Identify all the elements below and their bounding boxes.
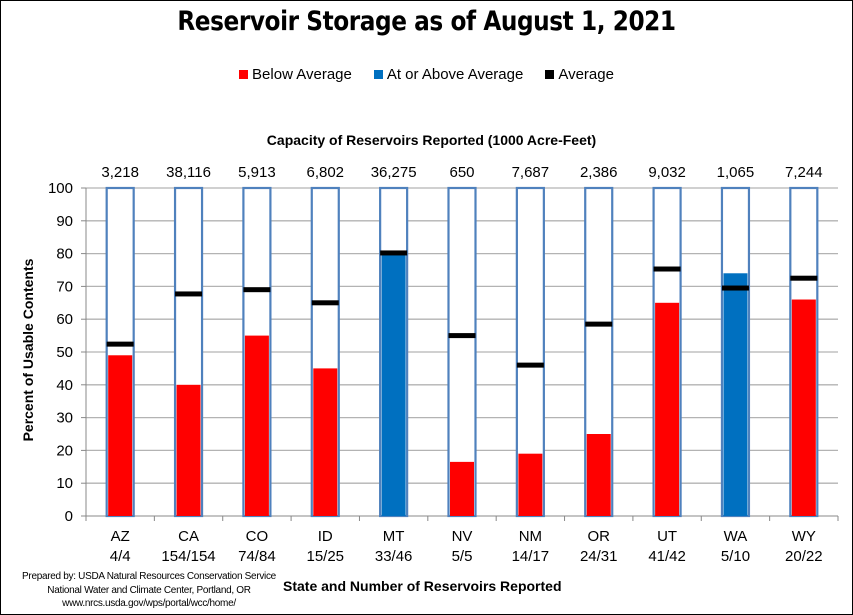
y-tick-label: 70 bbox=[56, 278, 73, 295]
storage-bar-id bbox=[313, 368, 338, 516]
storage-bar-wy bbox=[791, 299, 816, 516]
capacity-label: 7,244 bbox=[785, 164, 823, 181]
legend-label-above: At or Above Average bbox=[386, 66, 524, 83]
legend-item-above: At or Above Average bbox=[373, 66, 524, 83]
y-tick-label: 30 bbox=[56, 410, 73, 427]
average-marker-nm bbox=[516, 362, 544, 368]
average-marker-wy bbox=[790, 275, 818, 281]
y-tick-label: 50 bbox=[56, 344, 73, 361]
y-tick-label: 10 bbox=[56, 475, 73, 492]
x-tick-label-reservoirs: 41/42 bbox=[648, 548, 686, 565]
storage-bar-mt bbox=[381, 253, 406, 516]
x-tick-label-reservoirs: 14/17 bbox=[512, 548, 550, 565]
x-tick-label-reservoirs: 4/4 bbox=[110, 548, 131, 565]
chart-title: Reservoir Storage as of August 1, 2021 bbox=[177, 6, 676, 37]
y-tick-label: 90 bbox=[56, 213, 73, 230]
x-tick-label-reservoirs: 5/5 bbox=[452, 548, 473, 565]
x-tick-label-state: NV bbox=[452, 528, 473, 545]
capacity-outline-bar bbox=[447, 186, 477, 518]
footer-credit: Prepared by: USDA Natural Resources Cons… bbox=[14, 570, 284, 611]
capacity-label: 7,687 bbox=[512, 164, 550, 181]
x-tick-label-state: WA bbox=[724, 528, 748, 545]
y-tick-label: 20 bbox=[56, 442, 73, 459]
y-tick-label: 80 bbox=[56, 246, 73, 263]
average-marker-id bbox=[311, 300, 339, 306]
average-marker-or bbox=[585, 321, 613, 327]
x-tick-label-reservoirs: 5/10 bbox=[721, 548, 750, 565]
storage-bar-or bbox=[586, 434, 611, 516]
legend-label-below: Below Average bbox=[252, 66, 352, 83]
storage-bar-ut bbox=[655, 302, 680, 516]
capacity-label: 2,386 bbox=[580, 164, 618, 181]
x-tick-label-reservoirs: 74/84 bbox=[238, 548, 276, 565]
x-tick-label-reservoirs: 24/31 bbox=[580, 548, 618, 565]
legend-swatch-average bbox=[545, 70, 555, 79]
x-tick-label-reservoirs: 20/22 bbox=[785, 548, 823, 565]
storage-bar-co bbox=[244, 335, 269, 516]
average-marker-ca bbox=[175, 291, 203, 297]
y-tick-label: 60 bbox=[56, 311, 73, 328]
legend-swatch-above bbox=[373, 70, 383, 79]
footer-line-3: www.nrcs.usda.gov/wps/portal/wcc/home/ bbox=[62, 598, 236, 609]
chart-subtitle: Capacity of Reservoirs Reported (1000 Ac… bbox=[266, 132, 597, 148]
x-tick-label-state: OR bbox=[587, 528, 610, 545]
storage-bar-nm bbox=[518, 453, 543, 516]
x-tick-label-reservoirs: 33/46 bbox=[375, 548, 413, 565]
footer-line-1: Prepared by: USDA Natural Resources Cons… bbox=[22, 571, 276, 582]
x-tick-label-state: MT bbox=[383, 528, 405, 545]
y-tick-label: 40 bbox=[56, 377, 73, 394]
x-tick-label-state: CO bbox=[246, 528, 269, 545]
storage-bar-nv bbox=[450, 461, 474, 516]
legend-item-below: Below Average bbox=[239, 66, 352, 83]
capacity-label: 9,032 bbox=[648, 164, 686, 181]
legend-swatch-below bbox=[239, 70, 249, 79]
capacity-label: 1,065 bbox=[717, 164, 755, 181]
average-marker-az bbox=[106, 341, 134, 347]
y-tick-label: 100 bbox=[48, 180, 73, 197]
average-marker-wa bbox=[721, 285, 749, 291]
y-tick-label: 0 bbox=[65, 508, 73, 525]
chart-legend: Below Average At or Above Average Averag… bbox=[0, 66, 853, 83]
x-tick-label-state: UT bbox=[657, 528, 677, 545]
capacity-label: 3,218 bbox=[101, 164, 139, 181]
x-axis-title: State and Number of Reservoirs Reported bbox=[283, 578, 562, 594]
average-marker-co bbox=[243, 287, 271, 293]
legend-label-average: Average bbox=[558, 66, 614, 83]
x-tick-label-reservoirs: 154/154 bbox=[161, 548, 215, 565]
average-marker-mt bbox=[380, 250, 408, 256]
legend-item-average: Average bbox=[545, 66, 614, 83]
x-tick-label-state: ID bbox=[318, 528, 333, 545]
footer-line-2: National Water and Climate Center, Portl… bbox=[47, 584, 251, 596]
x-tick-label-state: AZ bbox=[111, 528, 130, 545]
average-marker-nv bbox=[448, 333, 476, 339]
storage-bar-az bbox=[108, 355, 133, 516]
x-tick-label-state: CA bbox=[178, 528, 199, 545]
capacity-label: 650 bbox=[449, 164, 474, 181]
capacity-label: 6,802 bbox=[306, 164, 344, 181]
x-tick-label-state: NM bbox=[519, 528, 542, 545]
x-tick-label-reservoirs: 15/25 bbox=[306, 548, 344, 565]
x-tick-label-state: WY bbox=[792, 528, 816, 545]
capacity-label: 5,913 bbox=[238, 164, 276, 181]
average-marker-ut bbox=[653, 266, 681, 272]
capacity-label: 38,116 bbox=[166, 164, 211, 181]
storage-bar-wa bbox=[723, 273, 748, 516]
storage-bar-ca bbox=[176, 384, 201, 516]
capacity-label: 36,275 bbox=[371, 164, 417, 181]
